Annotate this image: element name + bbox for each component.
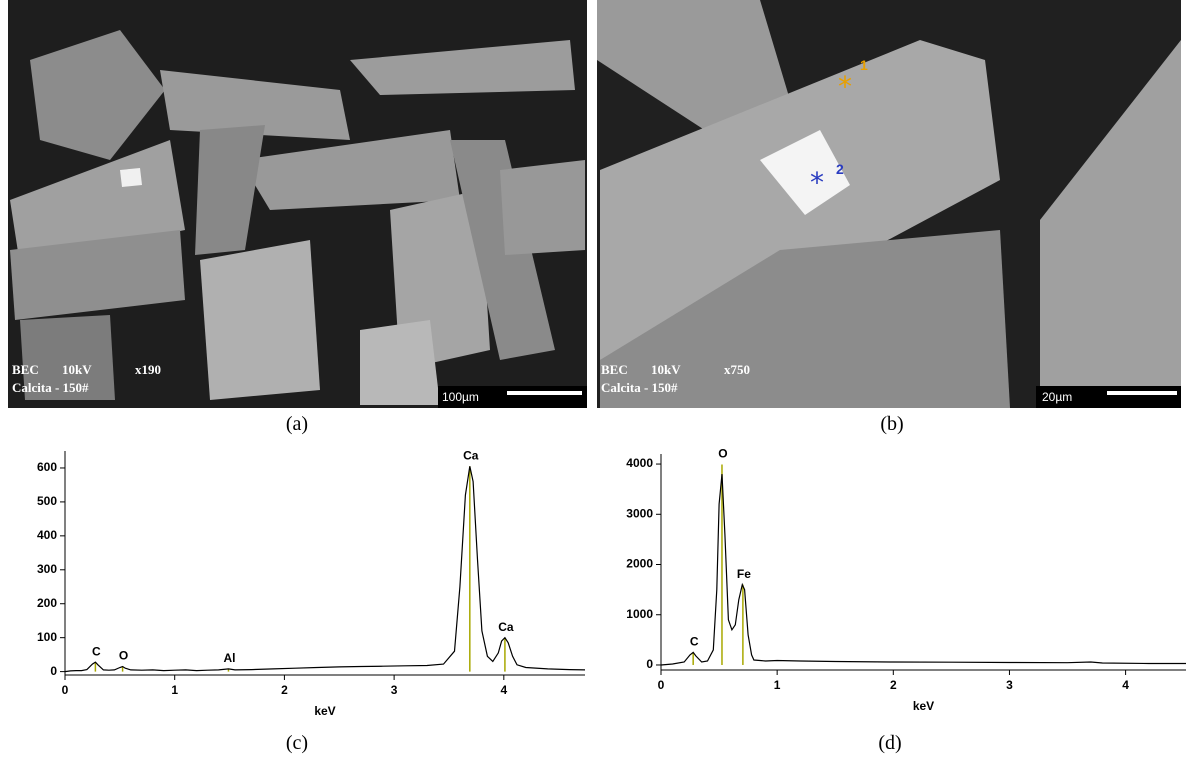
image-info: 10kV (651, 362, 681, 377)
figure: BEC 10kV x190 Calcita - 150# 100µm (a) *… (0, 0, 1189, 765)
y-tick-label: 300 (37, 562, 57, 576)
image-info: BEC (12, 362, 39, 377)
y-tick-label: 1000 (626, 607, 653, 621)
peak-label: O (119, 649, 128, 663)
x-tick-label: 0 (658, 678, 665, 692)
image-info: x750 (724, 362, 750, 377)
x-axis-label: keV (314, 704, 335, 718)
y-tick-label: 4000 (626, 456, 653, 470)
x-tick-label: 2 (281, 683, 288, 697)
x-tick-label: 2 (890, 678, 897, 692)
x-tick-label: 1 (171, 683, 178, 697)
caption: (a) (286, 413, 308, 435)
scale-bar-label: 100µm (442, 390, 479, 404)
y-tick-label: 500 (37, 494, 57, 508)
y-tick-label: 3000 (626, 506, 653, 520)
y-tick-label: 0 (646, 657, 653, 671)
peak-label: C (690, 635, 699, 649)
y-tick-label: 0 (50, 664, 57, 678)
point-label: 1 (860, 57, 868, 73)
peak-label: Fe (737, 567, 751, 581)
peak-label: O (718, 447, 727, 461)
image-info: BEC (601, 362, 628, 377)
x-tick-label: 1 (774, 678, 781, 692)
point-marker: * (838, 70, 852, 103)
image-sample: Calcita - 150# (12, 380, 89, 395)
image-sample: Calcita - 150# (601, 380, 678, 395)
x-tick-label: 0 (62, 683, 69, 697)
spectrum-line (65, 466, 585, 671)
y-tick-label: 100 (37, 630, 57, 644)
caption: (d) (878, 732, 901, 754)
image-info: x190 (135, 362, 161, 377)
point-label: 2 (836, 161, 844, 177)
x-tick-label: 3 (1006, 678, 1013, 692)
sem-image-a (8, 0, 587, 408)
y-tick-label: 200 (37, 596, 57, 610)
point-marker: * (810, 166, 824, 199)
peak-label: Ca (463, 448, 479, 462)
caption: (c) (286, 732, 308, 754)
x-tick-label: 4 (500, 683, 507, 697)
peak-label: Ca (498, 620, 514, 634)
peak-label: Al (223, 651, 235, 665)
caption: (b) (880, 413, 903, 435)
y-tick-label: 2000 (626, 557, 653, 571)
y-tick-label: 600 (37, 460, 57, 474)
x-tick-label: 3 (391, 683, 398, 697)
x-axis-label: keV (913, 699, 934, 713)
scale-bar-label: 20µm (1042, 390, 1072, 404)
peak-label: C (92, 644, 101, 658)
sem-image-b (597, 0, 1181, 408)
image-info: 10kV (62, 362, 92, 377)
y-tick-label: 400 (37, 528, 57, 542)
x-tick-label: 4 (1122, 678, 1129, 692)
